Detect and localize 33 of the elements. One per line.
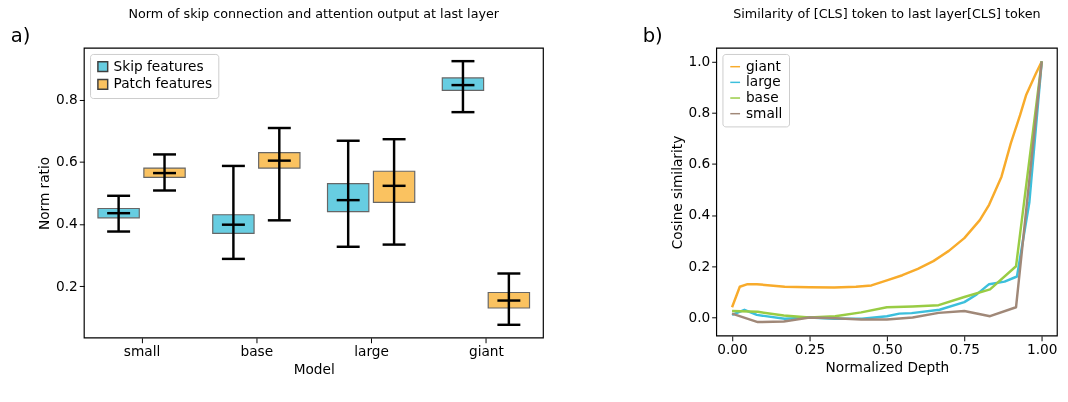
y-tick-label: 0.6	[688, 155, 711, 172]
y-axis-title: Cosine similarity	[668, 135, 685, 250]
x-tick-label: large	[354, 342, 389, 359]
x-tick-label: base	[240, 342, 274, 359]
chart-title: Norm of skip connection and attention output at last layer	[128, 5, 500, 21]
y-tick-label: 0.8	[56, 91, 78, 108]
legend-label: Skip features	[113, 57, 204, 74]
text: a)	[10, 24, 31, 48]
legend-label: base	[745, 88, 779, 105]
y-tick-label: 0.2	[688, 257, 711, 274]
y-tick-label: 0.8	[688, 104, 711, 121]
legend-label: giant	[745, 57, 782, 74]
x-tick-label: 0.75	[949, 341, 981, 358]
legend-label: small	[745, 104, 783, 121]
y-axis-title: Norm ratio	[36, 156, 53, 231]
y-tick-label: 1.0	[688, 52, 711, 69]
x-tick-label: 0.25	[794, 341, 826, 358]
y-tick-label: 0.6	[56, 153, 78, 170]
legend-label: large	[745, 73, 781, 90]
x-tick-label: 1.00	[1026, 341, 1058, 358]
y-tick-label: 0.2	[56, 277, 78, 294]
x-axis-title: Normalized Depth	[825, 358, 950, 375]
y-tick-label: 0.4	[688, 206, 711, 223]
x-tick-label: 0.00	[717, 341, 748, 358]
x-tick-label: 0.50	[872, 341, 903, 358]
y-tick-label: 0.4	[56, 215, 78, 232]
legend-label: Patch features	[113, 75, 213, 92]
x-axis-title: Model	[293, 360, 335, 377]
text: b)	[642, 24, 663, 48]
x-tick-label: giant	[468, 342, 505, 359]
y-tick-label: 0.0	[688, 308, 711, 325]
chart-title: Similarity of [CLS] token to last layer[CLS] token	[733, 5, 1041, 21]
x-tick-label: small	[123, 342, 161, 359]
